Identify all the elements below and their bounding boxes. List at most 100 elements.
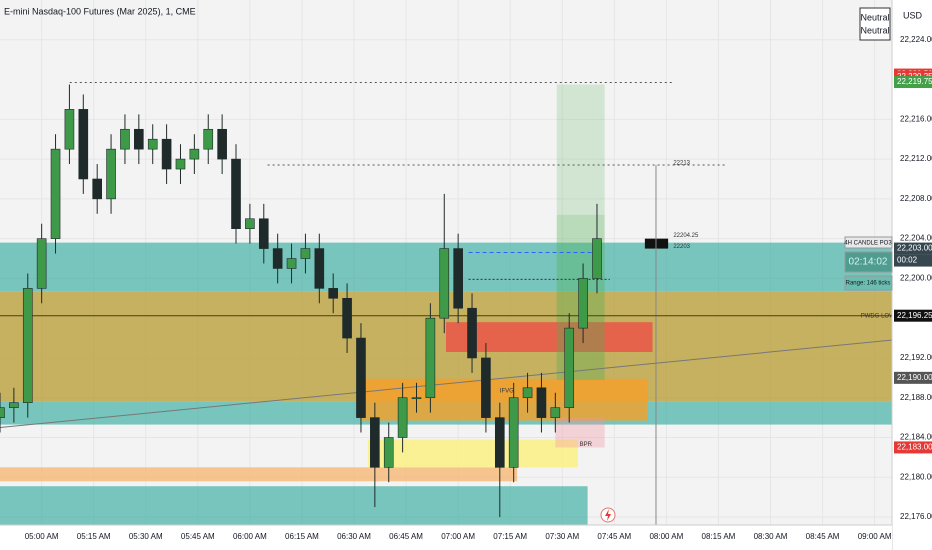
candle-body [64,109,75,150]
price-tag-label: 22,183.00 [897,443,932,452]
chart-title: E-mini Nasdaq-100 Futures (Mar 2025), 1,… [4,6,196,16]
countdown: 00:02 [897,256,918,265]
x-tick-label: 05:00 AM [25,532,59,541]
indicator-box [859,7,891,41]
price-tag [894,371,932,384]
candle-body [50,148,61,239]
candle-body [592,238,602,279]
candle-body [300,248,311,259]
candle-body [550,407,561,418]
candle-body [314,248,325,289]
candle-body [120,128,130,150]
candle-body [203,128,214,150]
x-tick-label: 07:45 AM [597,532,631,541]
candle-body [175,158,186,170]
x-tick-label: 08:00 AM [649,532,683,541]
candle-body [272,248,283,269]
candle-body [425,317,436,399]
y-tick-label: 22,192.00 [900,353,932,362]
y-tick-label: 22,212.00 [900,154,932,163]
panel-box [844,236,893,249]
x-tick-label: 08:45 AM [806,532,840,541]
plot: 22204.25 22203 22213 IFVG BPR PWDG LOW [0,0,895,525]
x-tick-label: 08:15 AM [702,532,736,541]
candle-body [134,128,144,150]
candle-body [92,178,102,200]
candle-body [411,397,422,400]
annotation: BPR [580,442,593,448]
candle-body [36,238,47,289]
indicator-label: Neutral [860,12,889,22]
alert-icon-bolt [605,509,611,521]
price-tag [894,309,932,322]
annotation: 22213 [673,161,690,167]
x-tick-label: 08:30 AM [754,532,788,541]
x-tick-label: 07:00 AM [441,532,475,541]
countdown-box [894,254,932,267]
x-tick-label: 06:45 AM [389,532,423,541]
candle-body [439,248,450,319]
annotation: 22203 [673,244,690,250]
annotation: 22204.25 [673,233,699,239]
candle-body [9,402,19,408]
candle-body [356,337,366,418]
candle-body [536,387,547,418]
candle-body [370,417,380,468]
y-tick-label: 22,208.00 [900,194,932,203]
x-tick-label: 07:30 AM [545,532,579,541]
y-tick-label: 22,216.00 [900,114,932,123]
x-tick-label: 05:45 AM [181,532,215,541]
zone [0,486,588,525]
candle-body [578,278,588,329]
candle-body [189,148,200,160]
candle-body [286,258,297,269]
panel-box [844,275,893,291]
candle-body [383,437,394,468]
level-line [0,339,893,429]
time-axis [0,525,892,550]
y-tick-label: 22,204.00 [900,234,932,243]
y-tick-label: 22,224.00 [900,35,932,44]
y-tick-label: 22,176.00 [900,512,932,521]
x-tick-label: 06:30 AM [337,532,371,541]
y-tick-label: 22,184.00 [900,433,932,442]
annotation: PWDG LOW [861,313,895,319]
x-tick-label: 05:30 AM [129,532,163,541]
candle-body [467,307,477,359]
panel-box [844,251,893,273]
candle-body [494,417,505,468]
candle-body [106,148,116,200]
price-tag [894,441,932,454]
price-tag [894,242,932,255]
x-tick-label: 06:00 AM [233,532,267,541]
indicator-label: Neutral [860,25,889,35]
panel-range: Range: 146 ticks [846,281,891,287]
price-tag-label: 22,219.75 [897,77,932,86]
currency: USD [903,10,923,20]
candle-body [217,128,227,160]
x-tick-label: 06:15 AM [285,532,319,541]
y-tick-label: 22,188.00 [900,393,932,402]
zone [644,238,669,249]
candle-body [342,297,352,339]
zone [367,439,578,468]
price-tag-label: 22,190.00 [897,373,932,382]
price-tag [894,76,932,89]
x-tick-label: 09:00 AM [858,532,892,541]
zone [0,467,518,482]
zone [555,417,605,448]
price-tag-label: 22,196.25 [897,311,932,320]
y-tick-label: 22,180.00 [900,472,932,481]
candle-body [161,138,172,170]
panel-title: 4H CANDLE PO3 [844,241,892,247]
x-tick-label: 05:15 AM [77,532,111,541]
candle-body [453,248,463,309]
zone [361,378,648,421]
panel-timer: 02:14:02 [849,257,888,268]
candle-body [481,357,491,418]
candle-body [147,138,158,150]
candle-body [0,407,5,418]
candle-body [231,158,241,229]
candle-body [397,397,408,438]
